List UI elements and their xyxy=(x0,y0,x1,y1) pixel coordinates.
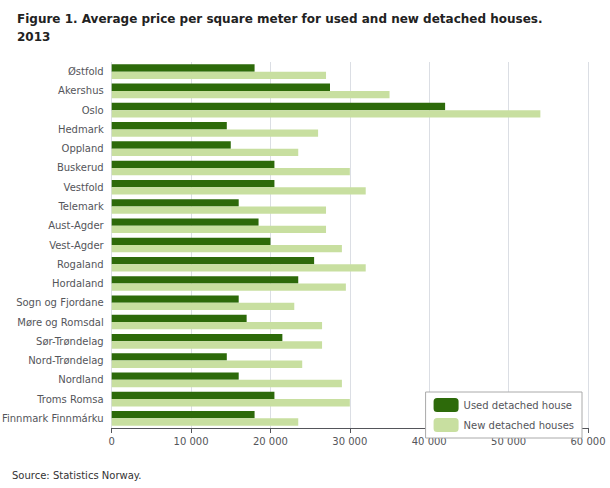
svg-text:Hedmark: Hedmark xyxy=(58,124,104,135)
svg-text:Vest-Agder: Vest-Agder xyxy=(49,240,104,251)
svg-text:Oslo: Oslo xyxy=(82,105,104,116)
svg-text:0: 0 xyxy=(109,436,115,447)
svg-text:Hordaland: Hordaland xyxy=(52,278,104,289)
svg-text:Source: Statistics Norway.: Source: Statistics Norway. xyxy=(12,470,141,481)
svg-text:Used detached house: Used detached house xyxy=(464,400,572,411)
svg-text:Buskerud: Buskerud xyxy=(57,162,104,173)
svg-text:10 000: 10 000 xyxy=(174,436,209,447)
svg-text:Vestfold: Vestfold xyxy=(64,182,104,193)
svg-text:Nord-Trøndelag: Nord-Trøndelag xyxy=(28,355,104,366)
svg-text:2013: 2013 xyxy=(17,30,50,44)
svg-text:Rogaland: Rogaland xyxy=(57,259,104,270)
svg-text:Akershus: Akershus xyxy=(58,85,104,96)
svg-text:Telemark: Telemark xyxy=(57,201,103,212)
svg-text:New detached houses: New detached houses xyxy=(464,420,574,431)
svg-text:Østfold: Østfold xyxy=(68,66,104,77)
svg-text:40 000: 40 000 xyxy=(411,435,447,447)
svg-text:30 000: 30 000 xyxy=(332,436,367,447)
svg-text:Nordland: Nordland xyxy=(58,374,103,385)
svg-text:20 000: 20 000 xyxy=(253,436,288,447)
svg-text:60 000: 60 000 xyxy=(570,435,606,447)
svg-text:Troms Romsa: Troms Romsa xyxy=(36,394,103,405)
svg-text:Figure 1. Average price per sq: Figure 1. Average price per square meter… xyxy=(17,12,543,26)
svg-text:Møre og Romsdal: Møre og Romsdal xyxy=(17,317,103,328)
svg-text:Sør-Trøndelag: Sør-Trøndelag xyxy=(36,336,104,347)
svg-text:Finnmark Finnmárku: Finnmark Finnmárku xyxy=(2,413,104,424)
svg-text:Sogn og Fjordane: Sogn og Fjordane xyxy=(16,297,104,308)
svg-text:Aust-Agder: Aust-Agder xyxy=(48,220,104,231)
svg-text:50 000: 50 000 xyxy=(491,435,527,447)
svg-text:Oppland: Oppland xyxy=(62,143,104,154)
